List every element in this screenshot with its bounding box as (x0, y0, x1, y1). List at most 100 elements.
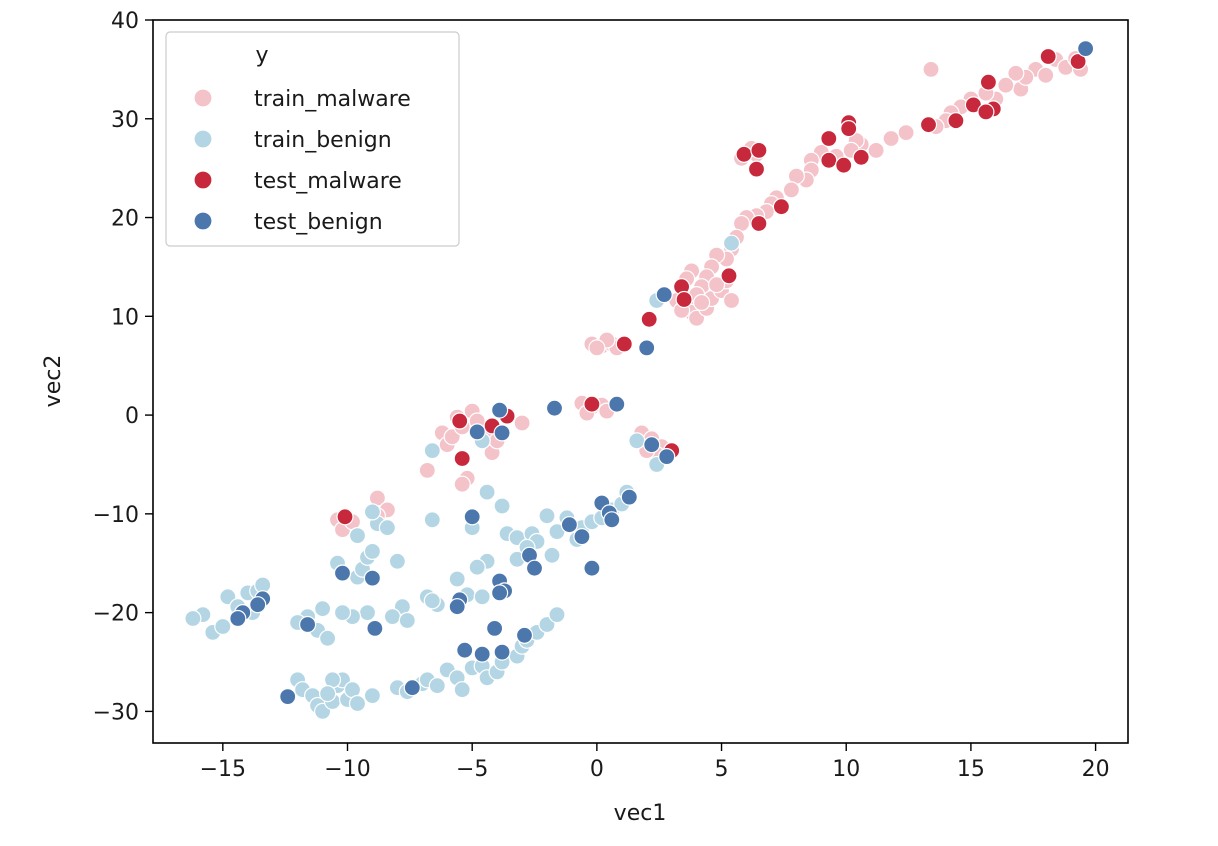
point-test_benign-16 (583, 559, 601, 577)
point-test_malware-0 (1039, 47, 1057, 66)
point-test_benign-21 (463, 508, 481, 526)
legend: y train_malware train_benign test_malwaret… (165, 31, 460, 247)
point-test_malware-30 (336, 508, 354, 526)
point-train_malware-20 (867, 141, 885, 159)
point-train_malware-89 (453, 475, 471, 493)
point-test_malware-24 (583, 395, 601, 413)
point-test_malware-12 (835, 156, 853, 174)
point-test_benign-6 (493, 424, 511, 442)
legend-marker-test_malware (193, 170, 213, 190)
point-train_benign-39 (314, 600, 332, 618)
x-tick-label: 0 (590, 757, 604, 782)
point-test_malware-16 (735, 145, 753, 163)
y-tick-label: −10 (93, 503, 139, 528)
point-test_benign-8 (643, 436, 661, 454)
point-test_benign-9 (658, 448, 676, 466)
series-test_benign (229, 39, 1095, 706)
y-axis-label: vec2 (41, 355, 66, 408)
point-train_malware-56 (722, 291, 741, 310)
point-train_benign-4 (478, 483, 496, 501)
x-tick-label: −5 (456, 757, 488, 782)
point-train_benign-0 (722, 234, 741, 252)
point-train_benign-27 (473, 588, 491, 606)
point-train_benign-28 (423, 511, 441, 529)
point-train_benign-25 (448, 570, 466, 588)
point-test_malware-17 (750, 141, 768, 159)
point-train_benign-43 (319, 629, 337, 647)
point-train_benign-2 (423, 442, 441, 460)
point-train_benign-20 (543, 546, 561, 564)
y-tick-label: 10 (111, 305, 139, 330)
point-train_malware-9 (1007, 64, 1025, 82)
point-test_benign-15 (560, 516, 579, 534)
point-train_malware-19 (882, 129, 900, 148)
point-test_benign-2 (638, 339, 656, 357)
point-train_benign-36 (358, 603, 377, 622)
point-test_malware-23 (615, 335, 633, 353)
point-train_malware-0 (922, 60, 940, 79)
point-test_malware-19 (720, 267, 738, 285)
legend-label-test_benign: test_benign (254, 210, 383, 235)
point-test_malware-29 (453, 449, 471, 468)
point-test_benign-35 (279, 687, 297, 706)
point-train_malware-90 (418, 461, 436, 479)
point-test_benign-37 (249, 596, 267, 614)
x-axis-label: vec1 (614, 801, 667, 826)
point-test_benign-39 (229, 609, 247, 628)
point-test_benign-33 (366, 619, 384, 638)
legend-marker-train_benign (193, 129, 213, 149)
point-test_benign-32 (333, 564, 352, 582)
point-train_benign-38 (333, 603, 352, 622)
point-test_malware-7 (919, 116, 938, 134)
point-test_benign-26 (456, 641, 474, 659)
point-test_malware-6 (947, 112, 965, 130)
legend-marker-test_benign (193, 211, 213, 231)
point-train_benign-10 (538, 507, 556, 525)
point-test_malware-2 (979, 73, 998, 91)
y-tick-label: 20 (111, 207, 139, 232)
points-layer (184, 39, 1095, 721)
point-test_benign-27 (473, 645, 491, 663)
point-train_malware-30 (782, 181, 801, 199)
point-train_benign-50 (378, 519, 396, 537)
point-test_benign-28 (493, 643, 511, 661)
point-train_benign-86 (453, 681, 471, 699)
point-train_malware-57 (707, 276, 726, 294)
y-axis-ticks: −30 −20 −10 0 10 20 30 40 (93, 9, 153, 725)
x-axis-ticks: −15 −10 −5 0 5 10 15 20 (200, 743, 1110, 782)
point-test_benign-31 (363, 569, 381, 587)
legend-label-train_benign: train_benign (254, 128, 392, 153)
point-test_benign-25 (486, 619, 504, 638)
x-tick-label: −10 (324, 757, 370, 782)
y-tick-label: −20 (93, 602, 139, 627)
point-test_malware-5 (977, 103, 995, 121)
point-train_benign-34 (383, 607, 401, 626)
point-train_benign-97 (548, 605, 566, 624)
point-test_benign-1 (655, 286, 673, 304)
point-test_malware-10 (820, 129, 838, 148)
y-tick-label: 40 (111, 9, 139, 34)
point-train_benign-32 (423, 592, 441, 610)
point-test_malware-22 (640, 310, 658, 328)
point-train_benign-83 (428, 677, 446, 695)
x-tick-label: 5 (715, 757, 729, 782)
point-train_benign-98 (628, 432, 646, 450)
point-train_benign-48 (348, 526, 367, 545)
point-train_benign-47 (363, 542, 381, 561)
point-test_malware-14 (772, 198, 791, 216)
point-train_malware-10 (997, 76, 1015, 94)
point-test_benign-0 (1076, 39, 1095, 58)
point-train_benign-76 (319, 684, 337, 703)
point-train_benign-58 (214, 617, 232, 636)
point-test_malware-28 (451, 412, 469, 430)
y-tick-label: 30 (111, 108, 139, 133)
point-train_benign-78 (363, 686, 381, 705)
series-test_malware (336, 47, 1087, 526)
point-test_malware-1 (1069, 52, 1087, 71)
legend-marker-train_malware (193, 88, 213, 108)
point-train_malware-91 (513, 414, 531, 432)
point-train_benign-51 (363, 503, 381, 521)
legend-entries: train_malware train_benign test_malwaretes… (193, 87, 411, 235)
point-test_benign-13 (620, 488, 638, 506)
